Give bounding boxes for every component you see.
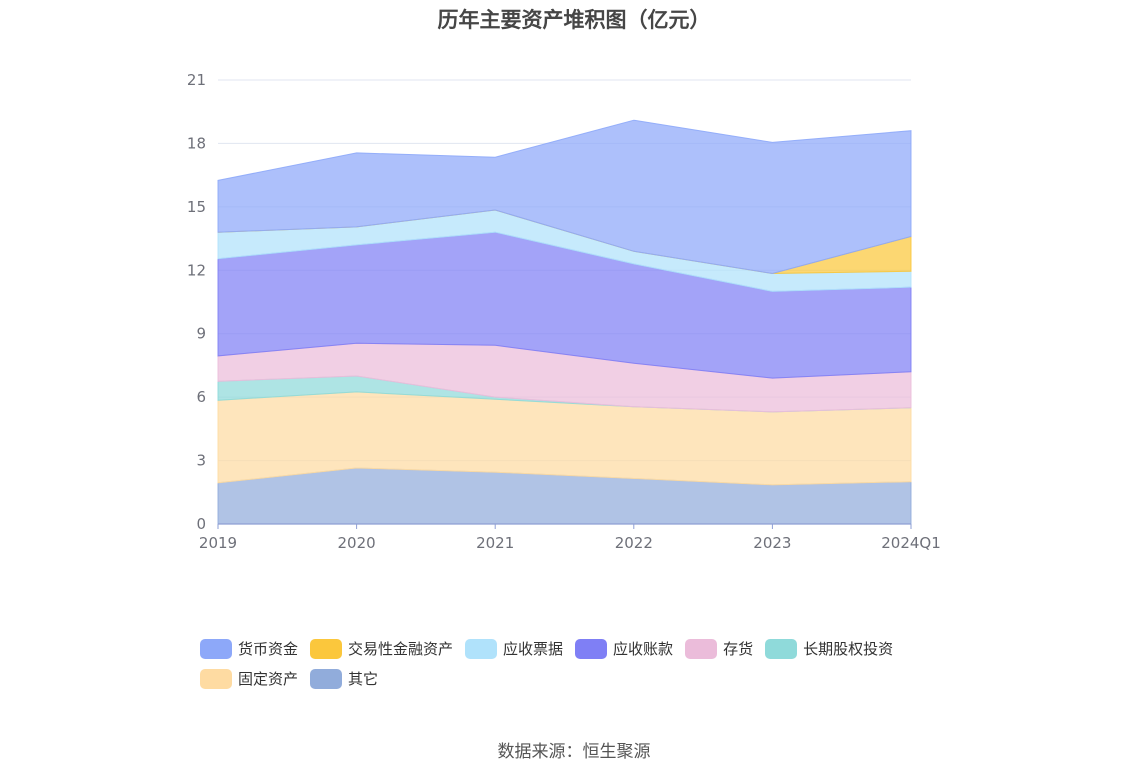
legend-swatch <box>200 668 232 689</box>
legend-row-2: 固定资产 其它 <box>200 668 980 689</box>
legend-label: 长期股权投资 <box>803 640 894 658</box>
legend-item[interactable]: 长期股权投资 <box>765 638 893 659</box>
x-tick-label: 2022 <box>615 534 653 552</box>
y-tick-label: 12 <box>187 261 206 279</box>
legend-item[interactable]: 应收账款 <box>575 638 673 659</box>
y-tick-label: 3 <box>196 452 206 470</box>
legend-item[interactable]: 货币资金 <box>200 638 298 659</box>
y-tick-label: 15 <box>187 198 206 216</box>
source-note: 数据来源：恒生聚源 <box>497 742 651 762</box>
stacked-area-chart: 0 3 6 9 12 15 18 21 2019 2020 2021 2022 2023 2024Q1 <box>187 71 941 552</box>
legend-label: 应收票据 <box>503 640 564 658</box>
y-tick-label: 6 <box>196 388 206 406</box>
legend-row-1: 货币资金 交易性金融资产 应收票据 应收账款 存货 长期股权投资 <box>200 638 980 659</box>
legend-item[interactable]: 应收票据 <box>465 638 563 659</box>
legend-swatch <box>310 638 343 659</box>
area-series-layer <box>217 119 912 525</box>
legend-swatch <box>685 638 718 659</box>
legend-item[interactable]: 其它 <box>310 668 378 689</box>
legend-label: 交易性金融资产 <box>348 640 454 658</box>
legend-swatch <box>310 668 343 689</box>
legend-label: 其它 <box>348 670 379 688</box>
legend-swatch <box>765 638 798 659</box>
legend-label: 存货 <box>723 640 754 658</box>
x-tick-label: 2019 <box>199 534 237 552</box>
x-tick-label: 2023 <box>753 534 791 552</box>
y-tick-label: 18 <box>187 134 206 152</box>
legend-label: 货币资金 <box>238 640 299 658</box>
x-tick-label: 2021 <box>476 534 514 552</box>
legend: 货币资金 交易性金融资产 应收票据 应收账款 存货 长期股权投资 固定资产 其它 <box>200 638 980 698</box>
legend-label: 固定资产 <box>238 670 299 688</box>
legend-label: 应收账款 <box>613 640 674 658</box>
y-tick-label: 21 <box>187 71 206 89</box>
legend-item[interactable]: 固定资产 <box>200 668 298 689</box>
legend-swatch <box>200 638 232 659</box>
y-tick-label: 0 <box>196 515 206 533</box>
legend-swatch <box>465 638 498 659</box>
x-tick-label: 2020 <box>338 534 376 552</box>
legend-item[interactable]: 交易性金融资产 <box>310 638 453 659</box>
x-tick-label: 2024Q1 <box>881 534 941 552</box>
y-tick-label: 9 <box>196 325 206 343</box>
legend-item[interactable]: 存货 <box>685 638 753 659</box>
legend-swatch <box>575 638 608 659</box>
axes: 0 3 6 9 12 15 18 21 2019 2020 2021 2022 2023 2024Q1 <box>187 71 941 552</box>
area-series-1 <box>217 119 912 275</box>
chart-title: 历年主要资产堆积图（亿元） <box>437 8 711 32</box>
